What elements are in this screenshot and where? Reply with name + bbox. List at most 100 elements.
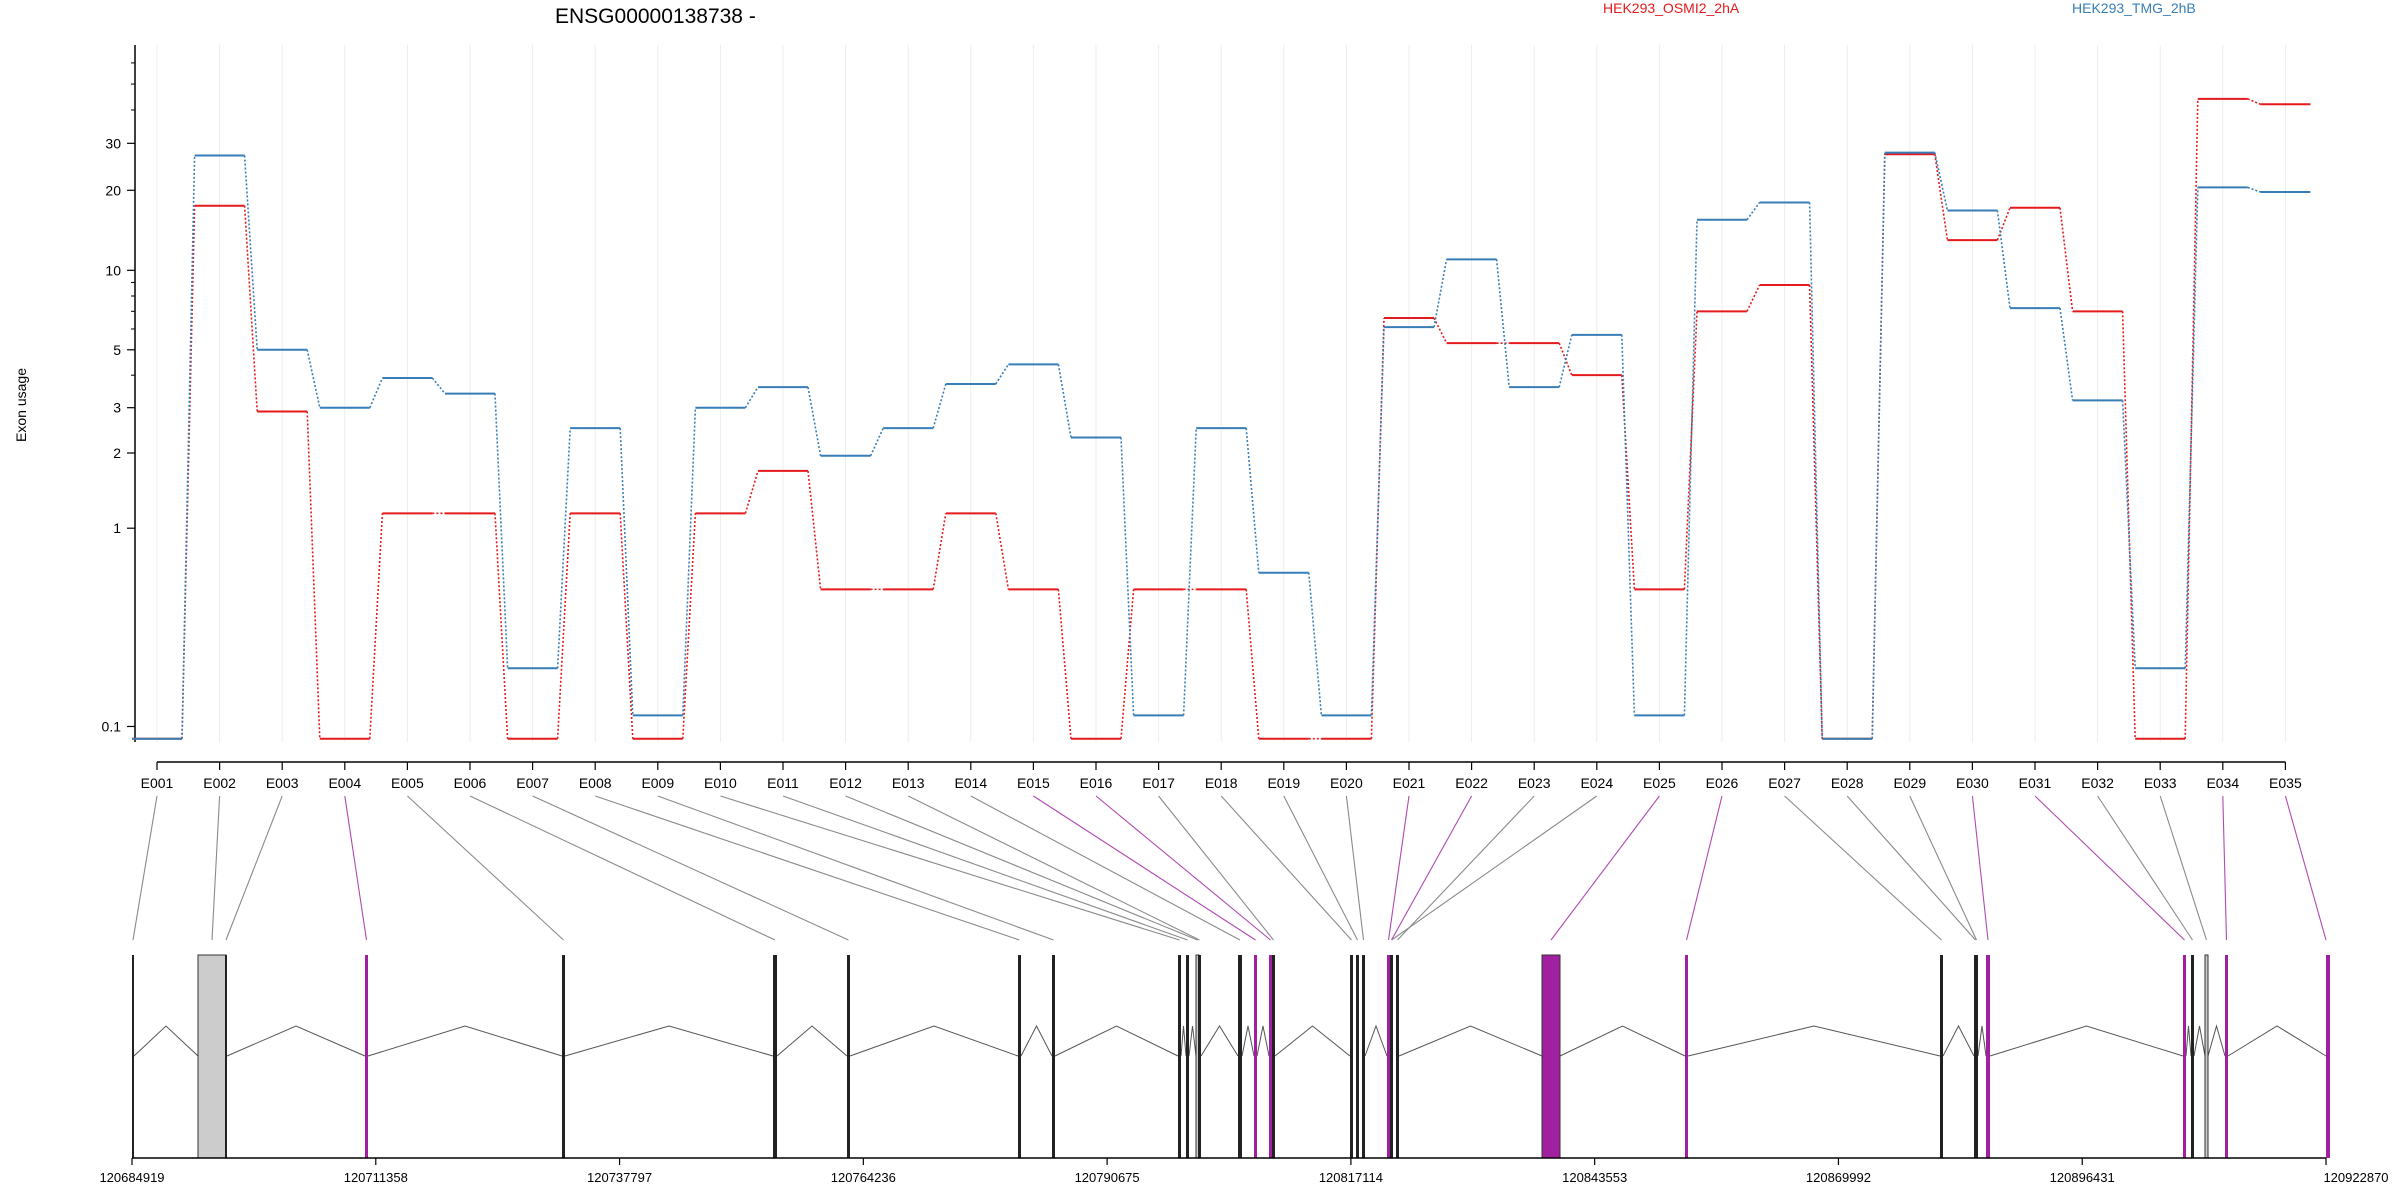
- intron: [1989, 1025, 2184, 1057]
- series-connector: [1370, 327, 1385, 716]
- coord-label: 120737797: [587, 1170, 652, 1185]
- x-tick-label: E006: [454, 775, 487, 791]
- intron: [1274, 1025, 1351, 1057]
- x-tick-label: E012: [829, 775, 862, 791]
- series-connector: [494, 393, 509, 669]
- exon-block: [1018, 955, 1021, 1158]
- series-connector: [682, 407, 697, 716]
- exon-block: [1975, 955, 1978, 1158]
- legend-entry-tmg: HEK293_TMG_2hB: [2072, 0, 2196, 16]
- x-tick-label: E001: [141, 775, 174, 791]
- series-connector: [744, 386, 759, 409]
- exon-connector: [1971, 795, 1989, 941]
- x-tick-label: E002: [203, 775, 236, 791]
- series-connector: [2247, 98, 2261, 106]
- x-tick-label: E010: [704, 775, 737, 791]
- y-tick-label: 30: [105, 135, 121, 151]
- exon-block: [2183, 955, 2186, 1158]
- series-connector: [1746, 202, 1761, 221]
- coord-label: 120764236: [831, 1170, 896, 1185]
- coord-label: 120922870: [2323, 1170, 2388, 1185]
- exon-block: [1350, 955, 1353, 1158]
- series-connector: [807, 470, 822, 590]
- y-tick-label: 3: [113, 400, 121, 416]
- exon-block: [2204, 954, 2209, 1159]
- x-tick-label: E032: [2081, 775, 2114, 791]
- exon-connector: [2222, 795, 2228, 941]
- series-connector: [181, 155, 196, 739]
- series-connector: [369, 377, 384, 409]
- x-tick-label: E019: [1267, 775, 1300, 791]
- exon-connector: [2284, 795, 2327, 941]
- series-connector: [1245, 589, 1260, 739]
- exon-block: [1541, 954, 1561, 1159]
- intron: [1942, 1024, 1975, 1057]
- exon-block: [365, 955, 368, 1158]
- series-connector: [682, 513, 697, 739]
- intron: [1977, 1025, 1987, 1057]
- series-connector: [807, 386, 822, 456]
- exon-block: [1186, 955, 1189, 1158]
- x-tick-label: E003: [266, 775, 299, 791]
- exon-connector: [532, 795, 849, 941]
- intron: [776, 1025, 848, 1057]
- x-tick-label: E034: [2206, 775, 2239, 791]
- series-connector: [1934, 152, 1949, 211]
- exon-block: [1362, 955, 1365, 1158]
- series-connector: [1370, 318, 1385, 739]
- exon-connector: [1220, 795, 1352, 941]
- exon-connector: [1158, 795, 1274, 941]
- exon-connector: [225, 795, 283, 941]
- x-tick-label: E011: [767, 775, 799, 791]
- series-connector: [1683, 219, 1698, 716]
- series-connector: [1746, 284, 1761, 312]
- exon-connector: [595, 795, 1020, 941]
- exon-connector: [907, 795, 1200, 941]
- series-connector: [2059, 307, 2074, 401]
- series-connector: [2121, 400, 2136, 669]
- coord-label: 120869992: [1806, 1170, 1871, 1185]
- series-connector: [1996, 207, 2011, 241]
- y-tick-label: 5: [113, 342, 121, 358]
- series-connector: [243, 155, 258, 350]
- intron: [1364, 1024, 1388, 1057]
- x-tick-label: E028: [1831, 775, 1864, 791]
- series-connector: [1621, 334, 1636, 716]
- chart-title: ENSG00000138738 -: [555, 5, 756, 28]
- exon-connector: [2034, 795, 2185, 941]
- x-tick-label: E029: [1893, 775, 1926, 791]
- x-tick-label: E020: [1330, 775, 1363, 791]
- coord-label: 120790675: [1075, 1170, 1140, 1185]
- x-axis: E001 E002 E003 E004 E005 E006 E007 E008 E009 E010…: [141, 761, 2302, 791]
- exon-connector: [1391, 795, 1598, 941]
- intron: [2193, 1025, 2206, 1057]
- intron: [367, 1025, 563, 1057]
- exon-connector: [1397, 795, 1535, 941]
- exon-connector: [1685, 795, 1723, 941]
- exon-connector: [782, 795, 1188, 941]
- exon-connector: [1550, 795, 1660, 941]
- series-connector: [1808, 202, 1823, 739]
- exon-block: [1178, 955, 1181, 1158]
- series-connector: [744, 470, 759, 514]
- x-tick-label: E035: [2269, 775, 2302, 791]
- series-connector: [556, 428, 571, 669]
- intron: [2185, 1025, 2192, 1057]
- series-connector: [2059, 207, 2074, 312]
- exon-block: [1269, 955, 1272, 1158]
- y-tick-label: 2: [113, 445, 121, 461]
- exon-connector: [2097, 795, 2193, 941]
- intron: [1200, 1025, 1239, 1057]
- coord-label: 120684919: [99, 1170, 164, 1185]
- exon-connector: [344, 795, 368, 941]
- x-tick-label: E022: [1455, 775, 1488, 791]
- intron: [1559, 1025, 1686, 1057]
- exon-connector: [657, 795, 1054, 941]
- series-connector: [995, 513, 1010, 590]
- x-tick-label: E031: [2019, 775, 2052, 791]
- intron: [1180, 1025, 1187, 1057]
- x-tick-label: E024: [1580, 775, 1613, 791]
- coord-label: 120817114: [1319, 1170, 1383, 1185]
- exon-block: [132, 955, 134, 1158]
